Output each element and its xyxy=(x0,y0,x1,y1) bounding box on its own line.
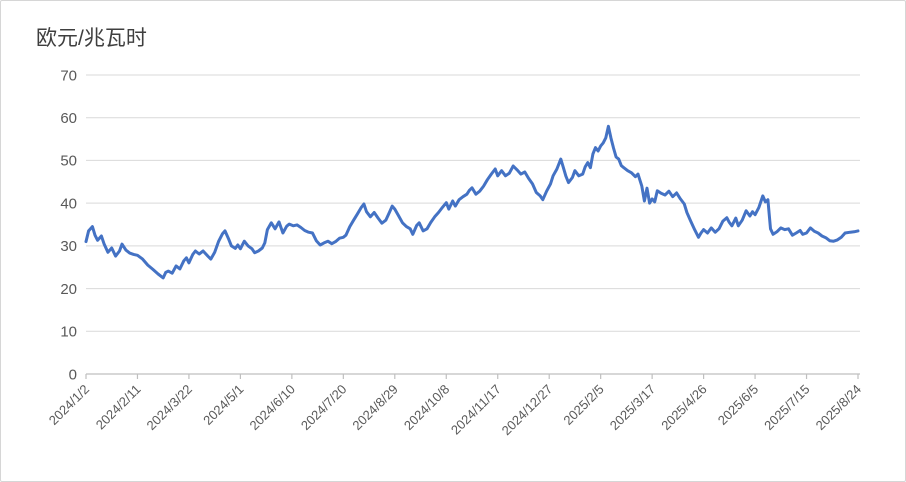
x-tick-label: 2024/2/11 xyxy=(93,382,144,433)
x-tick-label: 2024/1/2 xyxy=(46,382,92,428)
x-tick-label: 2024/11/17 xyxy=(448,382,504,438)
x-tick-label: 2025/4/26 xyxy=(658,382,710,434)
x-tick-label: 2024/5/1 xyxy=(200,382,246,428)
x-tick-label: 2025/8/24 xyxy=(813,382,865,434)
y-tick-label: 40 xyxy=(60,195,77,212)
y-tick-label: 70 xyxy=(60,67,77,84)
y-tick-label: 0 xyxy=(69,366,77,383)
x-tick-label: 2024/8/29 xyxy=(349,382,401,434)
x-axis xyxy=(85,373,860,379)
x-tick-label: 2025/2/5 xyxy=(560,382,606,428)
x-tick-label: 2025/7/15 xyxy=(761,382,813,434)
y-axis-labels: 0 10 20 30 40 50 60 70 xyxy=(60,67,77,383)
x-tick-label: 2025/6/5 xyxy=(715,382,761,428)
y-tick-label: 30 xyxy=(60,238,77,255)
y-tick-label: 50 xyxy=(60,153,77,170)
x-tick-label: 2024/7/20 xyxy=(298,382,350,434)
x-tick-label: 2024/6/10 xyxy=(246,382,298,434)
y-tick-label: 10 xyxy=(60,324,77,341)
gridlines xyxy=(86,74,860,332)
x-tick-label: 2024/12/27 xyxy=(499,382,556,439)
price-line xyxy=(84,124,860,280)
price-series-line xyxy=(84,124,860,280)
chart-title: 欧元/兆瓦时 xyxy=(36,27,147,50)
x-tick-label: 2024/3/22 xyxy=(144,382,196,434)
x-axis-labels: 2024/1/2 2024/2/11 2024/3/22 2024/5/1 2024/6… xyxy=(46,382,864,439)
y-tick-label: 60 xyxy=(60,110,77,127)
x-tick-label: 2025/3/17 xyxy=(607,382,659,434)
y-tick-label: 20 xyxy=(60,281,77,298)
x-tick-label: 2024/10/8 xyxy=(401,382,453,434)
